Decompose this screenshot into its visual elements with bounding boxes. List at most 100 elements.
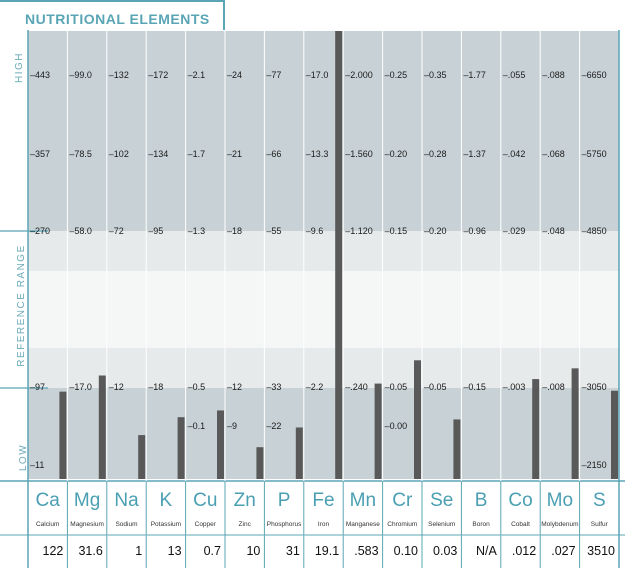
element-result: 0.10 — [393, 544, 418, 558]
tick-label: –1.3 — [188, 226, 206, 236]
tick-label: –72 — [109, 226, 124, 236]
result-bar — [571, 368, 579, 479]
element-result: 31 — [285, 544, 300, 558]
element-name: Copper — [194, 521, 216, 528]
tick-label: –6650 — [582, 70, 607, 80]
tick-label: –0.20 — [385, 149, 408, 159]
element-name: Boron — [472, 521, 490, 528]
tick-label: –99.0 — [69, 70, 92, 80]
tick-label: –.042 — [503, 149, 526, 159]
tick-label: –17.0 — [69, 382, 92, 392]
reference-band-upper — [28, 231, 619, 271]
tick-label: –13.3 — [306, 149, 329, 159]
tick-label: –357 — [30, 149, 50, 159]
tick-label: –0.25 — [385, 70, 408, 80]
tick-label: –.088 — [542, 70, 565, 80]
element-symbol: Mn — [349, 490, 377, 511]
element-symbol: K — [159, 490, 173, 511]
tick-label: –1.37 — [463, 149, 486, 159]
tick-label: –12 — [109, 382, 124, 392]
element-name: Magnesium — [70, 521, 104, 528]
tick-label: –1.560 — [345, 149, 373, 159]
element-name: Chromium — [387, 521, 418, 528]
tick-label: –33 — [266, 382, 281, 392]
tick-label: –134 — [148, 149, 168, 159]
element-result: .027 — [551, 544, 576, 558]
tick-label: –2.000 — [345, 70, 373, 80]
element-result: 122 — [42, 544, 64, 558]
tick-label: –.055 — [503, 70, 526, 80]
tick-label: –.048 — [542, 226, 565, 236]
result-bar — [295, 427, 303, 479]
element-symbol: Mo — [546, 490, 574, 511]
tick-label: –21 — [227, 149, 242, 159]
element-result: 0.03 — [433, 544, 458, 558]
tick-label: –4850 — [582, 226, 607, 236]
element-symbol: B — [474, 490, 488, 511]
element-name: Sodium — [115, 521, 138, 528]
tick-label: –12 — [227, 382, 242, 392]
tick-label: –5750 — [582, 149, 607, 159]
element-symbol: Na — [114, 490, 139, 511]
result-bar — [177, 417, 185, 479]
result-bar — [611, 390, 618, 479]
tick-label: –9.6 — [306, 226, 324, 236]
element-result: .012 — [511, 544, 537, 558]
result-bar — [217, 410, 224, 479]
element-symbol: Cu — [193, 490, 218, 511]
tick-label: –17.0 — [306, 70, 329, 80]
low-band — [28, 388, 619, 479]
page-title: NUTRITIONAL ELEMENTS — [25, 11, 210, 27]
tick-label: –0.05 — [424, 382, 447, 392]
element-name: Cobalt — [511, 521, 530, 528]
element-result: 1 — [135, 544, 143, 558]
element-symbol: Co — [508, 490, 533, 511]
element-symbol: Se — [430, 490, 454, 511]
element-result: 0.7 — [203, 544, 221, 558]
tick-label: –0.5 — [188, 382, 206, 392]
tick-label: –.008 — [542, 382, 565, 392]
tick-label: –55 — [266, 226, 281, 236]
tick-label: –0.28 — [424, 149, 447, 159]
title-box: NUTRITIONAL ELEMENTS — [0, 0, 225, 30]
low-band-label: LOW — [18, 443, 30, 472]
reference-band-label: REFERENCE RANGE — [15, 244, 27, 367]
result-bar — [98, 375, 106, 479]
element-result: 10 — [246, 544, 261, 558]
tick-label: –.029 — [503, 226, 526, 236]
tick-label: –11 — [30, 460, 44, 470]
element-symbol: Zn — [233, 490, 256, 511]
element-name: Manganese — [345, 521, 380, 528]
result-bar — [414, 360, 421, 479]
tick-label: –58.0 — [69, 226, 92, 236]
reference-band-center — [28, 271, 619, 348]
tick-label: –0.1 — [188, 421, 206, 431]
tick-label: –1.7 — [188, 149, 206, 159]
element-result: N/A — [475, 544, 497, 558]
result-bar — [138, 435, 146, 479]
result-bar — [59, 391, 67, 479]
element-result: 3510 — [587, 544, 615, 558]
tick-label: –66 — [266, 149, 281, 159]
tick-label: –18 — [148, 382, 163, 392]
tick-label: –24 — [227, 70, 242, 80]
element-name: Calcium — [35, 521, 60, 528]
tick-label: –172 — [148, 70, 168, 80]
reference-band-lower — [28, 348, 619, 388]
element-result: .583 — [354, 544, 379, 558]
element-symbol: S — [592, 490, 606, 511]
result-bar — [335, 31, 343, 479]
element-symbol: P — [277, 490, 291, 511]
element-name: Potassium — [150, 521, 182, 528]
tick-label: –1.120 — [345, 226, 373, 236]
tick-label: –270 — [30, 226, 50, 236]
tick-label: –77 — [266, 70, 281, 80]
element-symbol: Mg — [73, 490, 101, 511]
element-symbol: Ca — [35, 490, 60, 511]
tick-label: –102 — [109, 149, 129, 159]
tick-label: –0.05 — [385, 382, 408, 392]
tick-label: –.240 — [345, 382, 368, 392]
tick-label: –2.1 — [188, 70, 206, 80]
element-name: Zinc — [238, 521, 251, 528]
